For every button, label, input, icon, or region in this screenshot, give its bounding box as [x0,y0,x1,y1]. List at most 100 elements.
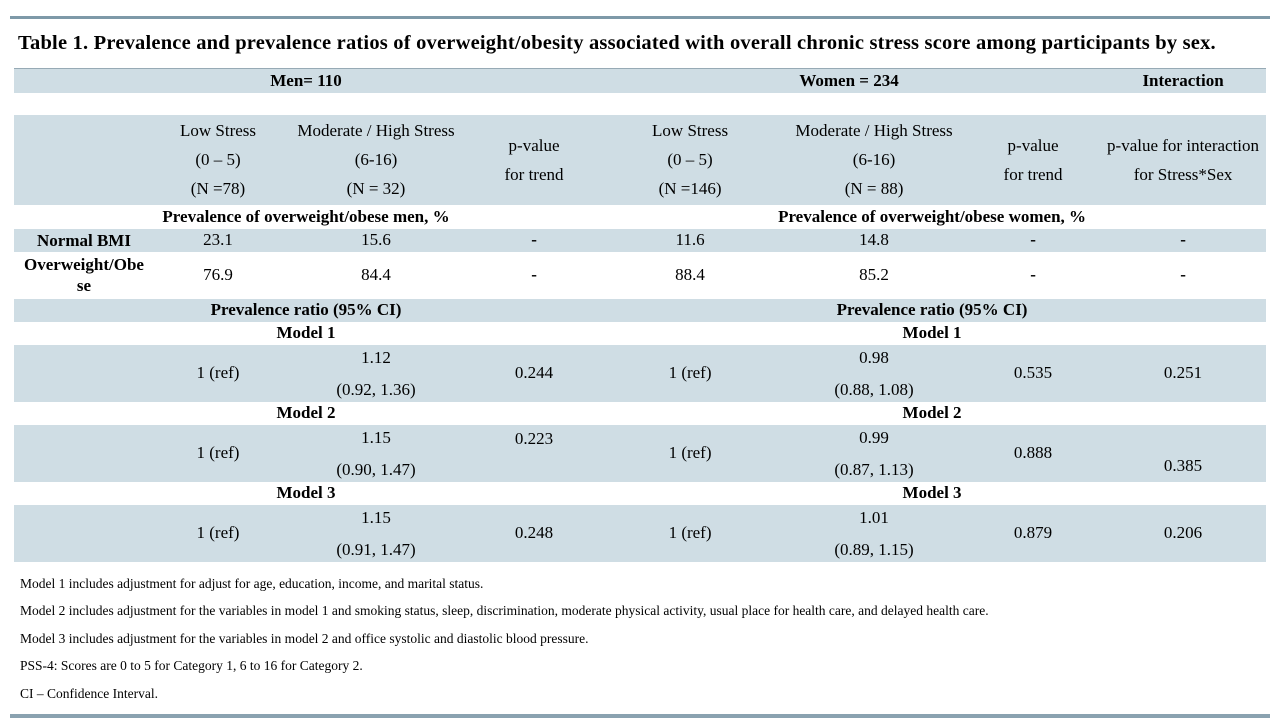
row-label: Overweight/Obese [14,251,154,299]
estimate: 1.12 [361,347,391,367]
group-header-row: Men= 110 Women = 234 Interaction [14,68,1267,93]
women-low-value: 88.4 [598,251,783,299]
model-label-men: Model 1 [14,321,599,345]
footnote-model-1: Model 1 includes adjustment for adjust f… [20,575,484,591]
women-low-value: 11.6 [598,228,783,252]
col-n: (N =78) [190,179,246,198]
top-rule [10,16,1270,19]
col-range: (6-16) [852,150,896,169]
model-1-name-row: Model 1 Model 1 [14,321,1267,345]
interaction-value: - [1100,251,1267,299]
bottom-rule [10,714,1270,718]
men-p-value: - [470,228,599,252]
col-women-high-stress: Moderate / High Stress (6-16) (N = 88) [782,114,967,205]
table-title: Table 1. Prevalence and prevalence ratio… [18,32,1216,54]
model-label-women: Model 1 [598,321,1267,345]
interaction-p-value: 0.385 [1100,424,1267,482]
men-high-value: 15.6 [282,228,470,252]
interaction-value: - [1100,228,1267,252]
model-3-data-row: 1 (ref) 1.15 (0.91, 1.47) 0.248 1 (ref) … [14,504,1267,562]
empty-cell [14,344,154,402]
group-men: Men= 110 [14,68,599,93]
col-label: for trend [1003,164,1063,184]
interaction-p-value: 0.251 [1100,344,1267,402]
estimate: 1.01 [859,507,889,527]
prevalence-header-row: Prevalence of overweight/obese men, % Pr… [14,204,1267,229]
men-low-value: 76.9 [154,251,282,299]
col-label: for trend [504,164,564,184]
women-p-value: - [966,251,1101,299]
women-ref: 1 (ref) [598,504,783,562]
col-men-low-stress: Low Stress (0 – 5) (N =78) [154,114,282,205]
women-ref: 1 (ref) [598,344,783,402]
column-header-row: Low Stress (0 – 5) (N =78) Moderate / Hi… [14,114,1267,205]
spacer-row [14,92,1267,115]
footnotes: Model 1 includes adjustment for adjust f… [0,562,1280,701]
col-label: p-value for interaction [1107,135,1260,155]
col-n: (N =146) [658,179,722,198]
women-p-value: - [966,228,1101,252]
col-label: Moderate / High Stress [795,121,953,140]
footnote-model-3: Model 3 includes adjustment for the vari… [20,630,589,646]
model-2-data-row: 1 (ref) 1.15 (0.90, 1.47) 0.223 1 (ref) … [14,424,1267,482]
women-p-value: 0.879 [966,504,1101,562]
women-estimate-ci: 0.98 (0.88, 1.08) [782,344,967,402]
table-row-overweight-obese: Overweight/Obese 76.9 84.4 - 88.4 85.2 -… [14,251,1267,299]
men-ref: 1 (ref) [154,344,282,402]
group-interaction: Interaction [1100,68,1267,93]
women-estimate-ci: 1.01 (0.89, 1.15) [782,504,967,562]
confidence-interval: (0.88, 1.08) [834,379,914,399]
men-p-value: - [470,251,599,299]
col-n: (N = 88) [844,179,904,198]
estimate: 0.99 [859,427,889,447]
footnote-pss4: PSS-4: Scores are 0 to 5 for Category 1,… [20,658,363,673]
men-estimate-ci: 1.15 (0.91, 1.47) [282,504,470,562]
empty-cell [14,504,154,562]
ratio-header-row: Prevalence ratio (95% CI) Prevalence rat… [14,298,1267,322]
col-range: (0 – 5) [667,150,713,169]
women-p-value: 0.535 [966,344,1101,402]
row-label: Normal BMI [14,228,154,252]
empty-cell [14,424,154,482]
men-p-value: 0.223 [470,424,599,482]
confidence-interval: (0.92, 1.36) [336,379,416,399]
table-row-normal-bmi: Normal BMI 23.1 15.6 - 11.6 14.8 - - [14,228,1267,252]
col-n: (N = 32) [346,179,406,198]
confidence-interval: (0.89, 1.15) [834,539,914,559]
col-label: for Stress*Sex [1133,164,1233,184]
prevalence-men-header: Prevalence of overweight/obese men, % [14,204,599,229]
model-label-women: Model 3 [598,481,1267,505]
confidence-interval: (0.87, 1.13) [834,459,914,479]
estimate: 1.15 [361,507,391,527]
group-women: Women = 234 [598,68,1101,93]
women-high-value: 14.8 [782,228,967,252]
footnote-model-2: Model 2 includes adjustment for the vari… [20,603,989,618]
men-p-value: 0.248 [470,504,599,562]
col-range: (6-16) [354,150,398,169]
col-women-p-trend: p-value for trend [966,114,1101,205]
interaction-p-value: 0.206 [1100,504,1267,562]
women-estimate-ci: 0.99 (0.87, 1.13) [782,424,967,482]
women-high-value: 85.2 [782,251,967,299]
men-high-value: 84.4 [282,251,470,299]
col-label: p-value [1007,135,1059,155]
prevalence-women-header: Prevalence of overweight/obese women, % [598,204,1267,229]
women-ref: 1 (ref) [598,424,783,482]
men-p-value: 0.244 [470,344,599,402]
model-label-women: Model 2 [598,401,1267,425]
col-label: Low Stress [652,121,729,140]
col-label: p-value [508,135,560,155]
model-2-name-row: Model 2 Model 2 [14,401,1267,425]
col-men-high-stress: Moderate / High Stress (6-16) (N = 32) [282,114,470,205]
model-label-men: Model 2 [14,401,599,425]
men-ref: 1 (ref) [154,424,282,482]
table-1: Men= 110 Women = 234 Interaction Low Str… [14,68,1267,562]
men-estimate-ci: 1.15 (0.90, 1.47) [282,424,470,482]
footnote-ci: CI – Confidence Interval. [20,685,158,701]
col-label: Moderate / High Stress [297,121,455,140]
estimate: 1.15 [361,427,391,447]
col-interaction-p: p-value for interaction for Stress*Sex [1100,114,1267,205]
empty-corner-cell [14,114,154,205]
confidence-interval: (0.91, 1.47) [336,539,416,559]
